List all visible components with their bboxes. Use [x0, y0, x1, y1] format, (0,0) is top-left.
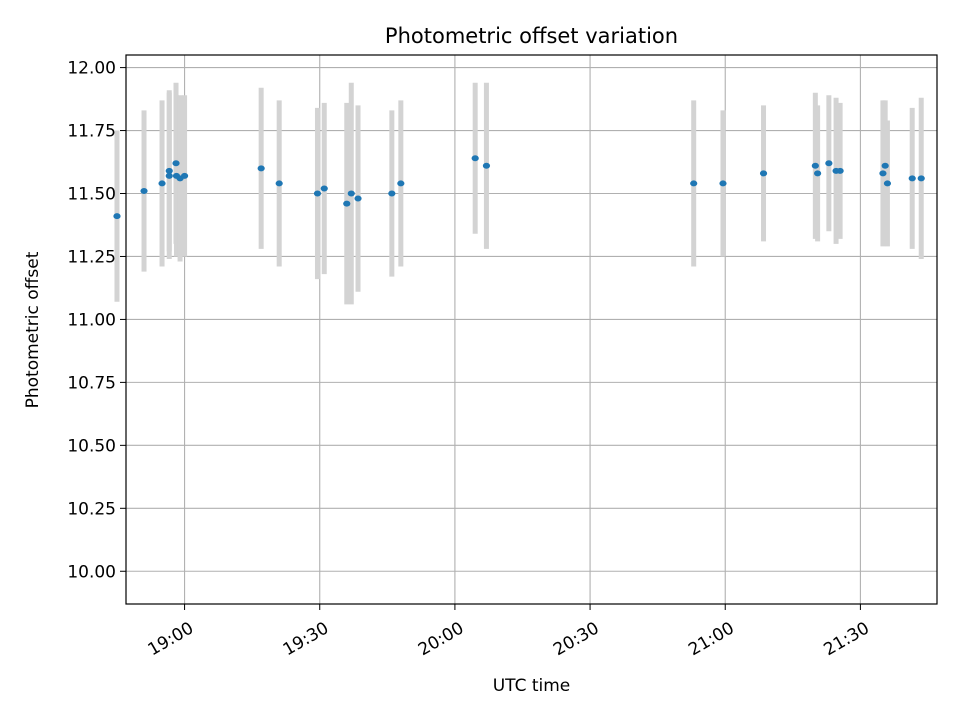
data-point [354, 195, 362, 202]
data-point [158, 180, 166, 187]
data-point [811, 162, 819, 169]
data-point [881, 162, 889, 169]
data-point [471, 155, 479, 162]
data-point [825, 160, 833, 167]
y-tick-label: 11.75 [67, 122, 116, 142]
x-tick-label: 19:00 [145, 618, 197, 660]
x-tick-label: 19:30 [280, 618, 332, 660]
data-point [257, 165, 265, 172]
y-axis-ticks: 10.00 10.25 10.50 10.75 11.00 11.25 11.50 11.75… [67, 59, 126, 582]
data-point [313, 190, 322, 197]
data-point [917, 175, 925, 182]
y-tick-label: 10.25 [67, 499, 116, 519]
x-axis-label: UTC time [493, 676, 571, 696]
data-point [908, 175, 916, 182]
plot-area-frame [125, 54, 938, 605]
y-tick-label: 12.00 [67, 59, 116, 79]
data-point [113, 213, 121, 220]
data-point [719, 180, 727, 187]
data-point [140, 187, 148, 194]
data-point [275, 180, 283, 187]
data-point [759, 170, 768, 177]
data-point [814, 170, 822, 177]
data-point [180, 172, 189, 179]
y-tick-label: 11.50 [67, 185, 116, 205]
x-tick-label: 21:00 [685, 618, 737, 660]
data-point [883, 180, 892, 187]
data-point [347, 190, 355, 197]
data-point [165, 167, 173, 174]
data-point [388, 190, 396, 197]
y-axis-label: Photometric offset [23, 251, 43, 408]
data-point [482, 162, 491, 169]
data-point [836, 167, 844, 174]
chart-title: Photometric offset variation [385, 24, 678, 48]
y-tick-label: 11.00 [67, 310, 116, 330]
x-tick-label: 21:30 [820, 618, 872, 660]
y-tick-label: 10.75 [67, 373, 116, 393]
data-point [879, 170, 887, 177]
x-axis-ticks: 19:00 19:30 20:00 20:30 21:00 21:30 [145, 604, 873, 660]
data-points [113, 155, 925, 220]
data-point [397, 180, 405, 187]
data-point [172, 160, 180, 167]
data-point [320, 185, 328, 192]
data-point [690, 180, 698, 187]
data-point [165, 172, 173, 179]
x-tick-label: 20:00 [415, 618, 467, 660]
x-tick-label: 20:30 [550, 618, 602, 660]
grid [126, 55, 937, 604]
y-tick-label: 10.00 [67, 562, 116, 582]
y-tick-label: 10.50 [67, 436, 116, 456]
y-tick-label: 11.25 [67, 247, 116, 267]
error-bars [114, 82, 924, 305]
data-point [343, 200, 351, 207]
